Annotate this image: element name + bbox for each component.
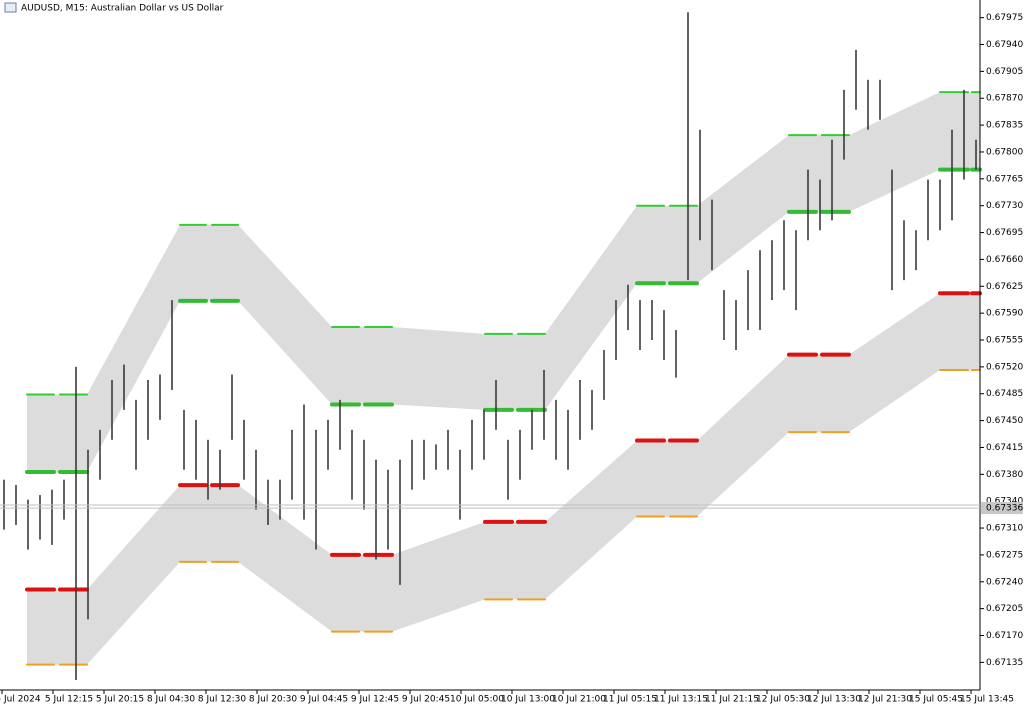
symbol-icon bbox=[4, 2, 17, 13]
y-tick-label: 0.67450 bbox=[986, 416, 1023, 426]
y-tick-label: 0.67240 bbox=[986, 577, 1023, 587]
x-tick-label: 9 Jul 12:45 bbox=[351, 695, 399, 705]
y-tick-label: 0.67310 bbox=[986, 524, 1023, 534]
y-tick-label: 0.67275 bbox=[986, 550, 1023, 560]
y-tick-label: 0.67625 bbox=[986, 282, 1023, 292]
y-tick-label: 0.67800 bbox=[986, 147, 1023, 157]
y-tick-label: 0.67170 bbox=[986, 631, 1023, 641]
x-tick-label: 8 Jul 12:30 bbox=[198, 695, 247, 705]
y-tick-label: 0.67905 bbox=[986, 67, 1023, 77]
y-tick-label: 0.67590 bbox=[986, 309, 1023, 319]
x-tick-label: 10 Jul 13:00 bbox=[501, 695, 555, 705]
y-tick-label: 0.67730 bbox=[986, 201, 1023, 211]
bid-label: 0.67336 bbox=[986, 504, 1023, 514]
y-tick-label: 0.67765 bbox=[986, 174, 1023, 184]
x-tick-label: 9 Jul 04:45 bbox=[300, 695, 348, 705]
x-tick-label: 15 Jul 05:45 bbox=[909, 695, 963, 705]
x-tick-label: 15 Jul 13:45 bbox=[960, 695, 1014, 705]
level-band bbox=[27, 293, 980, 665]
x-tick-label: 10 Jul 21:00 bbox=[552, 695, 606, 705]
x-tick-label: 10 Jul 05:00 bbox=[450, 695, 504, 705]
x-tick-label: 5 Jul 20:15 bbox=[96, 695, 144, 705]
x-tick-label: 11 Jul 21:15 bbox=[705, 695, 759, 705]
x-tick-label: 11 Jul 13:15 bbox=[654, 695, 708, 705]
y-tick-label: 0.67555 bbox=[986, 336, 1023, 346]
y-tick-label: 0.67380 bbox=[986, 470, 1023, 480]
x-tick-label: 11 Jul 05:15 bbox=[603, 695, 657, 705]
y-tick-label: 0.67520 bbox=[986, 362, 1023, 372]
chart-title: AUDUSD, M15: Australian Dollar vs US Dol… bbox=[21, 4, 224, 14]
y-tick-label: 0.67870 bbox=[986, 94, 1023, 104]
x-tick-label: 12 Jul 05:30 bbox=[756, 695, 810, 705]
x-tick-label: 12 Jul 21:30 bbox=[858, 695, 912, 705]
ask-label: 0.67340 bbox=[986, 497, 1023, 507]
bid-label-box bbox=[981, 502, 1023, 515]
y-tick-label: 0.67205 bbox=[986, 604, 1023, 614]
level-band bbox=[27, 92, 980, 473]
y-tick-label: 0.67835 bbox=[986, 121, 1023, 131]
y-tick-label: 0.67485 bbox=[986, 389, 1023, 399]
y-tick-label: 0.67660 bbox=[986, 255, 1023, 265]
x-tick-label: 9 Jul 20:45 bbox=[402, 695, 450, 705]
y-tick-label: 0.67415 bbox=[986, 443, 1023, 453]
x-tick-label: 5 Jul 12:15 bbox=[45, 695, 93, 705]
y-tick-label: 0.67940 bbox=[986, 40, 1023, 50]
x-tick-label: 12 Jul 13:30 bbox=[807, 695, 861, 705]
y-tick-label: 0.67135 bbox=[986, 658, 1023, 668]
y-tick-label: 0.67695 bbox=[986, 228, 1023, 238]
x-tick-label: 8 Jul 04:30 bbox=[147, 695, 196, 705]
y-tick-label: 0.67975 bbox=[986, 13, 1023, 23]
x-tick-label: 8 Jul 20:30 bbox=[249, 695, 298, 705]
x-tick-label: 5 Jul 2024 bbox=[0, 695, 41, 705]
